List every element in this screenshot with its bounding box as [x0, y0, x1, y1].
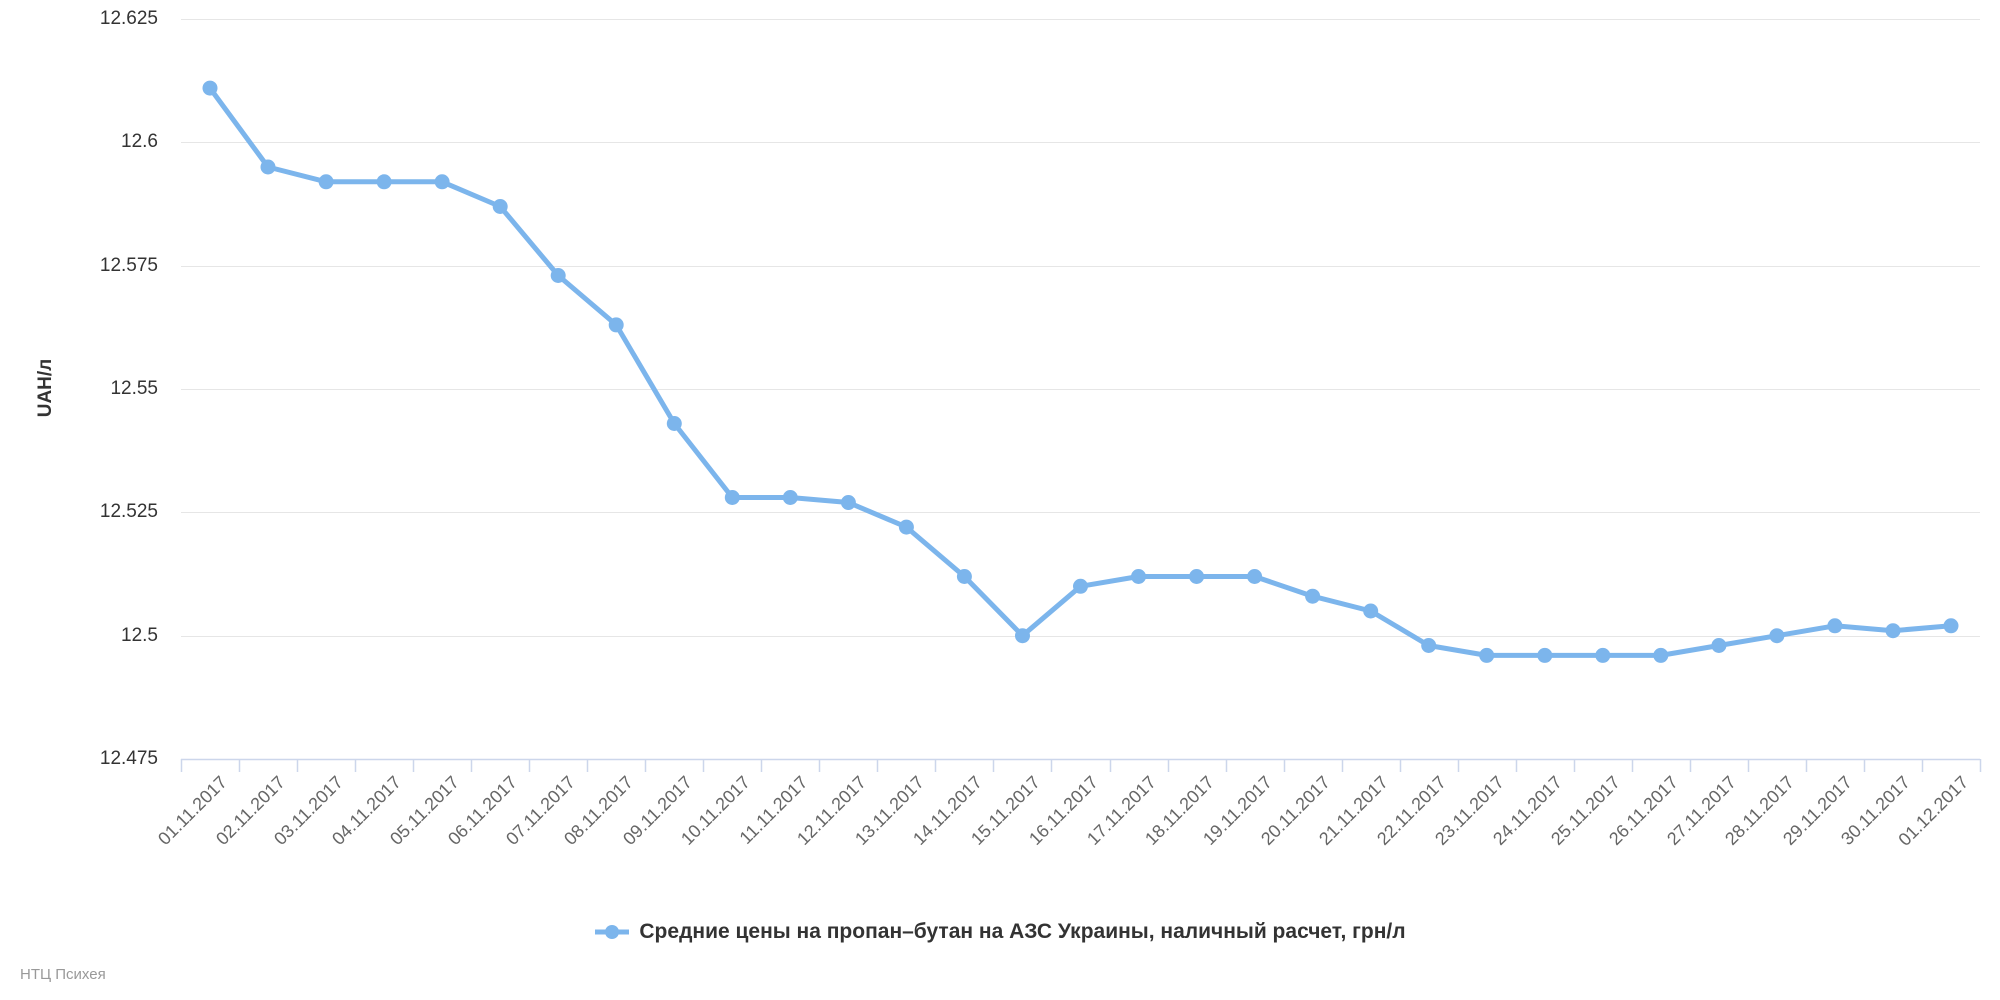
data-point[interactable]	[1073, 578, 1088, 594]
data-point[interactable]	[608, 317, 624, 333]
data-point[interactable]	[318, 174, 334, 190]
legend-label: Средние цены на пропан–бутан на АЗС Укра…	[639, 920, 1406, 943]
y-axis-title: UAH/л	[35, 358, 56, 418]
legend-item[interactable]: Средние цены на пропан–бутан на АЗС Укра…	[594, 920, 1406, 944]
data-point[interactable]	[1769, 628, 1785, 644]
data-point[interactable]	[1479, 647, 1495, 663]
y-tick-label: 12.625	[99, 8, 158, 29]
data-point[interactable]	[202, 80, 218, 96]
y-tick-label: 12.5	[121, 624, 158, 646]
data-point[interactable]	[724, 490, 740, 505]
data-point[interactable]	[1653, 647, 1669, 663]
data-point[interactable]	[376, 174, 392, 190]
y-tick-label: 12.6	[121, 131, 158, 153]
data-point[interactable]	[260, 159, 276, 175]
y-tick-label: 12.525	[99, 501, 158, 523]
data-point[interactable]	[898, 519, 914, 535]
data-point[interactable]	[1827, 618, 1843, 634]
data-point[interactable]	[1711, 638, 1727, 653]
legend: Средние цены на пропан–бутан на АЗС Укра…	[0, 920, 2000, 944]
data-point[interactable]	[1015, 628, 1030, 644]
y-tick-label: 12.475	[99, 748, 158, 769]
data-point[interactable]	[1537, 647, 1553, 663]
data-point[interactable]	[550, 268, 566, 283]
data-point[interactable]	[956, 569, 972, 584]
data-point[interactable]	[1247, 569, 1263, 584]
data-point[interactable]	[1885, 623, 1901, 639]
data-point[interactable]	[1363, 603, 1379, 619]
data-point[interactable]	[666, 416, 682, 431]
legend-series-marker-icon	[595, 925, 630, 939]
data-point[interactable]	[1421, 638, 1437, 653]
y-tick-label: 12.55	[110, 378, 158, 399]
data-point[interactable]	[782, 490, 798, 505]
data-point[interactable]	[840, 495, 856, 510]
data-point[interactable]	[1131, 569, 1146, 584]
price-line-series	[207, 85, 1954, 658]
y-tick-label: 12.575	[99, 254, 158, 276]
data-point[interactable]	[1595, 647, 1611, 663]
data-point[interactable]	[434, 174, 450, 190]
data-point[interactable]	[1305, 588, 1321, 604]
data-point[interactable]	[492, 199, 508, 214]
data-point[interactable]	[1189, 569, 1205, 584]
credits-text: НТЦ Психея	[20, 966, 106, 983]
data-point[interactable]	[1943, 618, 1959, 634]
